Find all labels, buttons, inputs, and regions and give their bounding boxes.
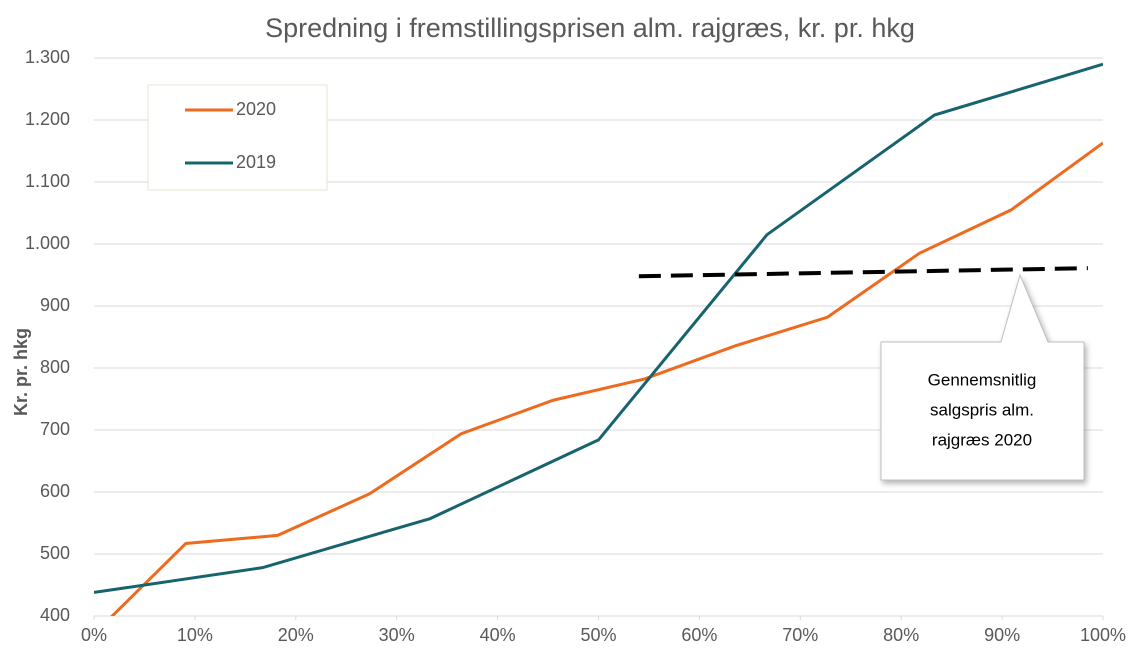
y-tick-label: 900	[40, 295, 70, 315]
x-tick-label: 30%	[379, 625, 415, 645]
legend-box	[147, 84, 328, 191]
x-tick-label: 100%	[1080, 625, 1126, 645]
x-tick-label: 80%	[883, 625, 919, 645]
y-tick-label: 600	[40, 481, 70, 501]
y-tick-label: 800	[40, 357, 70, 377]
grid	[93, 57, 1104, 620]
legend-label: 2020	[236, 99, 276, 119]
y-tick-label: 500	[40, 543, 70, 563]
series-line	[94, 62, 1103, 594]
y-tick-label: 1.300	[25, 47, 70, 67]
y-tick-label: 400	[40, 605, 70, 625]
y-axis-label: Kr. pr. hkg	[11, 328, 31, 416]
x-tick-label: 70%	[782, 625, 818, 645]
x-tick-label: 50%	[580, 625, 616, 645]
chart-title: Spredning i fremstillingsprisen alm. raj…	[265, 13, 915, 43]
x-tick-label: 10%	[177, 625, 213, 645]
x-tick-label: 0%	[81, 625, 107, 645]
x-tick-label: 20%	[278, 625, 314, 645]
annotation-line: rajgræs 2020	[932, 430, 1032, 449]
annotation-line: salgspris alm.	[930, 400, 1034, 419]
y-tick-label: 1.200	[25, 109, 70, 129]
callout	[880, 273, 1085, 481]
x-tick-label: 60%	[681, 625, 717, 645]
x-tick-label: 90%	[984, 625, 1020, 645]
y-tick-label: 1.100	[25, 171, 70, 191]
lines	[94, 62, 1103, 616]
series-line	[110, 141, 1103, 616]
y-tick-label: 700	[40, 419, 70, 439]
y-tick-label: 1.000	[25, 233, 70, 253]
legend-label: 2019	[236, 152, 276, 172]
reference-line	[638, 266, 1088, 279]
x-tick-label: 40%	[480, 625, 516, 645]
annotation-line: Gennemsnitlig	[928, 370, 1037, 389]
